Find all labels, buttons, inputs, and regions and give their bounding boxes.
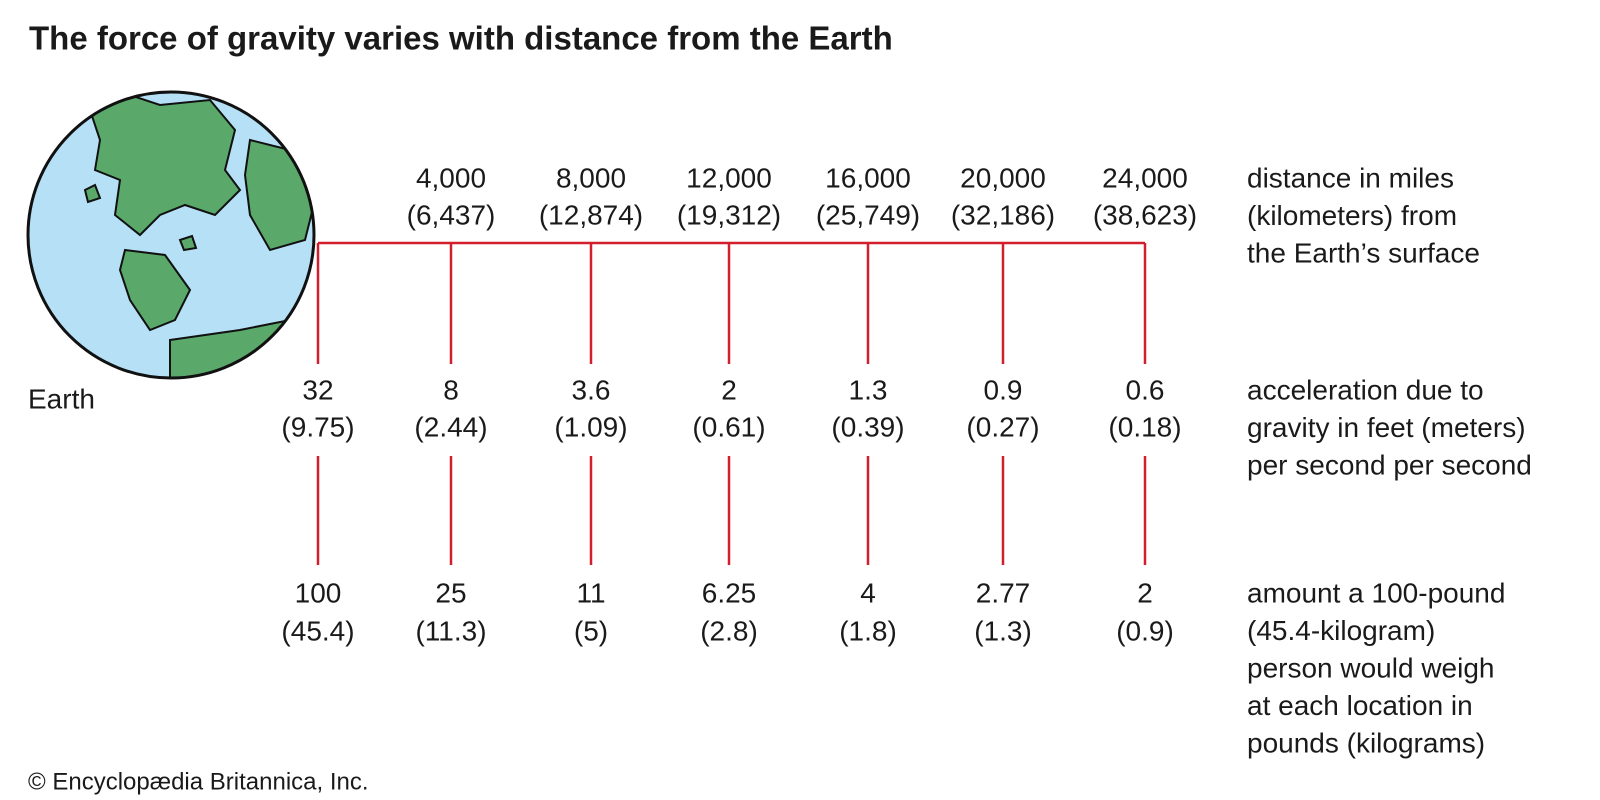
m-value: (0.39)	[831, 411, 904, 442]
title: The force of gravity varies with distanc…	[29, 20, 893, 57]
ft-value: 1.3	[849, 374, 888, 405]
kg-value: (1.3)	[974, 615, 1032, 646]
credit: © Encyclopædia Britannica, Inc.	[28, 768, 369, 795]
miles-value: 16,000	[825, 162, 911, 193]
km-value: (12,874)	[539, 199, 643, 230]
km-value: (38,623)	[1093, 199, 1197, 230]
earth-icon	[26, 90, 316, 380]
row-label: pounds (kilograms)	[1247, 727, 1485, 758]
ft-value: 0.9	[984, 374, 1023, 405]
m-value: (0.18)	[1108, 411, 1181, 442]
row-label: person would weigh	[1247, 652, 1495, 683]
ft-value: 0.6	[1126, 374, 1165, 405]
lb-value: 100	[295, 577, 342, 608]
km-value: (19,312)	[677, 199, 781, 230]
kg-value: (11.3)	[415, 615, 486, 646]
row-label: per second per second	[1247, 449, 1532, 480]
m-value: (0.27)	[966, 411, 1039, 442]
lb-value: 2.77	[976, 577, 1031, 608]
row-label: (kilometers) from	[1247, 200, 1457, 231]
earth-label: Earth	[28, 383, 95, 414]
m-value: (1.09)	[554, 411, 627, 442]
row-label: amount a 100-pound	[1247, 577, 1505, 608]
ft-value: 8	[443, 374, 459, 405]
ft-value: 32	[302, 374, 333, 405]
lb-value: 25	[435, 577, 466, 608]
row-label: acceleration due to	[1247, 374, 1484, 405]
kg-value: (5)	[574, 615, 608, 646]
m-value: (2.44)	[414, 411, 487, 442]
miles-value: 12,000	[686, 162, 772, 193]
lb-value: 11	[576, 577, 605, 608]
ft-value: 3.6	[572, 374, 611, 405]
row-label: gravity in feet (meters)	[1247, 412, 1526, 443]
miles-value: 20,000	[960, 162, 1046, 193]
miles-value: 24,000	[1102, 162, 1188, 193]
km-value: (6,437)	[407, 199, 496, 230]
row-label: (45.4-kilogram)	[1247, 615, 1435, 646]
ft-value: 2	[721, 374, 737, 405]
lb-value: 2	[1137, 577, 1153, 608]
row-label: the Earth’s surface	[1247, 237, 1480, 268]
miles-value: 8,000	[556, 162, 626, 193]
row-label: distance in miles	[1247, 162, 1454, 193]
kg-value: (0.9)	[1116, 615, 1174, 646]
kg-value: (45.4)	[281, 615, 354, 646]
lb-value: 6.25	[702, 577, 757, 608]
m-value: (0.61)	[692, 411, 765, 442]
lb-value: 4	[860, 577, 876, 608]
km-value: (32,186)	[951, 199, 1055, 230]
km-value: (25,749)	[816, 199, 920, 230]
m-value: (9.75)	[281, 411, 354, 442]
miles-value: 4,000	[416, 162, 486, 193]
kg-value: (1.8)	[839, 615, 897, 646]
kg-value: (2.8)	[700, 615, 758, 646]
row-label: at each location in	[1247, 690, 1473, 721]
